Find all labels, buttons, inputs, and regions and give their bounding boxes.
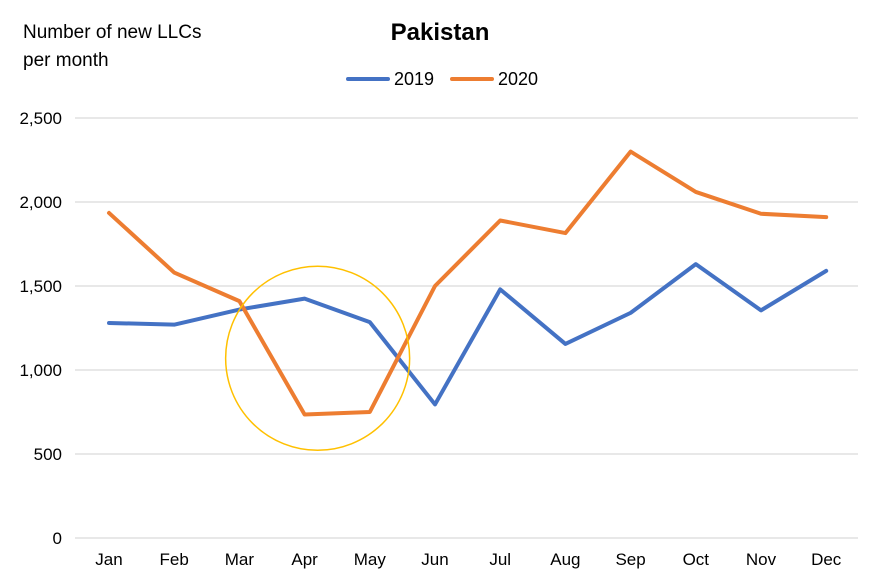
chart-title: Pakistan xyxy=(391,19,490,46)
gridlines xyxy=(75,117,858,539)
data-point-2019 xyxy=(369,321,371,323)
y-axis-label-line-2: per month xyxy=(23,50,109,71)
data-point-2020 xyxy=(434,285,436,287)
data-point-2020 xyxy=(108,212,110,214)
highlight-circle xyxy=(224,265,411,451)
data-point-2019 xyxy=(304,298,306,300)
data-point-2019 xyxy=(173,324,175,326)
x-tick-label: Apr xyxy=(291,550,318,569)
data-point-2020 xyxy=(695,191,697,193)
series-line-2019 xyxy=(107,262,829,407)
y-axis-ticks: 0 500 1,000 1,500 2,000 2,500 xyxy=(19,109,62,548)
x-tick-label: Jan xyxy=(95,550,122,569)
data-point-2019 xyxy=(434,403,436,405)
y-tick-label: 1,500 xyxy=(19,277,62,296)
x-tick-label: Mar xyxy=(225,550,255,569)
x-tick-label: Dec xyxy=(811,550,842,569)
x-tick-label: May xyxy=(354,550,387,569)
data-point-2020 xyxy=(173,272,175,274)
data-point-2019 xyxy=(630,312,632,314)
y-tick-label: 2,500 xyxy=(19,109,62,128)
data-point-2020 xyxy=(760,213,762,215)
y-tick-label: 1,000 xyxy=(19,361,62,380)
x-tick-label: Sep xyxy=(615,550,645,569)
data-point-2020 xyxy=(630,151,632,153)
x-tick-label: Jun xyxy=(421,550,448,569)
data-point-2019 xyxy=(108,322,110,324)
data-point-2019 xyxy=(499,288,501,290)
data-point-2020 xyxy=(304,414,306,416)
series-line-2020 xyxy=(107,149,829,417)
data-point-2020 xyxy=(564,232,566,234)
data-point-2019 xyxy=(760,309,762,311)
legend: 2019 2020 xyxy=(346,69,538,89)
x-tick-label: Nov xyxy=(746,550,777,569)
y-tick-label: 0 xyxy=(53,529,62,548)
data-point-2020 xyxy=(499,219,501,221)
data-point-2019 xyxy=(695,263,697,265)
data-point-2019 xyxy=(564,343,566,345)
data-point-2019 xyxy=(825,270,827,272)
x-tick-label: Feb xyxy=(160,550,189,569)
x-tick-label: Oct xyxy=(683,550,710,569)
legend-label-2020: 2020 xyxy=(498,69,538,89)
x-axis-ticks: Jan Feb Mar Apr May Jun Jul Aug Sep Oct Nov Dec xyxy=(95,550,842,569)
y-axis-label-line-1: Number of new LLCs xyxy=(23,22,201,43)
legend-label-2019: 2019 xyxy=(394,69,434,89)
series-lines xyxy=(107,149,829,417)
data-point-2020 xyxy=(369,411,371,413)
x-tick-label: Jul xyxy=(489,550,511,569)
y-tick-label: 2,000 xyxy=(19,193,62,212)
annotation xyxy=(224,265,411,451)
data-point-2020 xyxy=(238,300,240,302)
data-point-2020 xyxy=(825,216,827,218)
y-tick-label: 500 xyxy=(34,445,62,464)
x-tick-label: Aug xyxy=(550,550,580,569)
